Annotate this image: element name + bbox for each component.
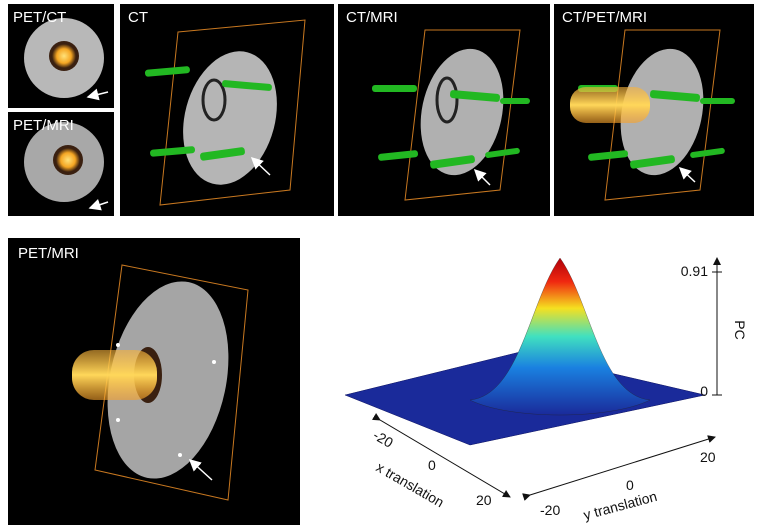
y-tick-label: -20 <box>540 502 560 518</box>
panel-pet-mri-large: PET/MRI <box>8 238 300 525</box>
z-tick-label: 0 <box>700 383 708 399</box>
y-axis-label: y translation <box>582 488 659 523</box>
z-tick-label: 0.91 <box>681 263 708 279</box>
x-tick-label: 20 <box>476 492 492 508</box>
y-tick-label: 20 <box>700 449 716 465</box>
panel-label: CT/PET/MRI <box>562 9 647 26</box>
x-tick-label: 0 <box>428 457 436 473</box>
x-axis-label: x translation <box>374 459 447 511</box>
panel-label: PET/MRI <box>13 117 74 134</box>
x-tick-label: -20 <box>371 427 397 451</box>
y-tick-label: 0 <box>626 477 634 493</box>
panel-label: CT <box>128 9 148 26</box>
panel-label: PET/CT <box>13 9 66 26</box>
panel-ct: CT <box>120 4 334 216</box>
panel-pet-ct: PET/CT <box>8 4 114 108</box>
z-axis-label: PC <box>732 320 748 339</box>
panel-ct-pet-mri: CT/PET/MRI <box>554 4 754 216</box>
panel-ct-mri: CT/MRI <box>338 4 550 216</box>
surface-plot: 0.91 0 PC -20 0 20 x translation -20 0 2… <box>345 258 748 523</box>
panel-label: CT/MRI <box>346 9 398 26</box>
figure: PET/CT PET/MRI CT CT/MRI <box>0 0 758 529</box>
panel-pet-mri-small: PET/MRI <box>8 112 114 216</box>
panel-label: PET/MRI <box>18 245 79 262</box>
